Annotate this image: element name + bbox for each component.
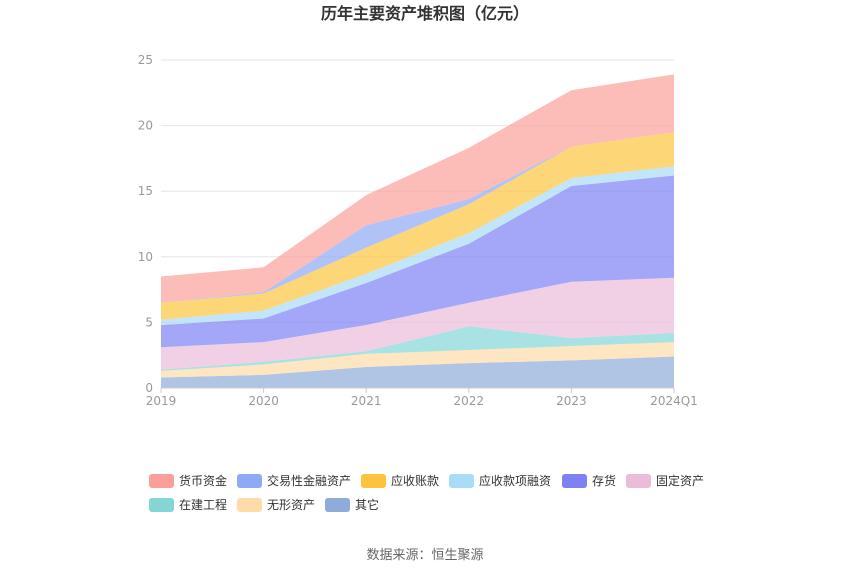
legend-item-在建工程[interactable]: 在建工程: [149, 497, 227, 512]
legend-label: 交易性金融资产: [267, 473, 351, 488]
legend-item-固定资产[interactable]: 固定资产: [626, 473, 704, 488]
legend-label: 在建工程: [179, 497, 227, 512]
legend-label: 无形资产: [267, 498, 315, 512]
y-tick-label: 15: [138, 184, 153, 198]
chart-title: 历年主要资产堆积图（亿元）: [321, 4, 529, 23]
legend-label: 应收款项融资: [479, 473, 551, 488]
y-tick-label: 20: [138, 119, 153, 133]
legend-item-存货[interactable]: 存货: [562, 473, 616, 488]
legend-item-货币资金[interactable]: 货币资金: [149, 473, 227, 488]
legend-swatch: [325, 498, 350, 512]
legend-label: 其它: [355, 497, 379, 512]
legend-label: 货币资金: [179, 473, 227, 488]
area-其它: [161, 356, 674, 388]
legend-swatch: [149, 498, 174, 512]
area-货币资金: [161, 74, 674, 303]
axes: 0 5 10 15 20 25 2019 2020 2021 2022 2023 2024Q1: [138, 53, 698, 408]
y-tick-label: 5: [145, 315, 153, 329]
legend-item-应收款项融资[interactable]: 应收款项融资: [449, 473, 551, 488]
x-tick-label: 2020: [248, 394, 279, 408]
legend-item-其它[interactable]: 其它: [325, 497, 379, 512]
legend-swatch: [237, 474, 262, 488]
x-tick-label: 2021: [351, 394, 382, 408]
legend-swatch: [562, 474, 587, 488]
area-存货: [161, 175, 674, 348]
y-tick-label: 0: [145, 381, 153, 395]
x-tick-label: 2022: [454, 394, 485, 408]
x-tick-label: 2019: [146, 394, 177, 408]
x-tick-label: 2023: [556, 394, 587, 408]
y-tick-label: 25: [138, 53, 153, 67]
legend-label: 应收账款: [391, 473, 439, 488]
legend-item-无形资产[interactable]: 无形资产: [237, 498, 315, 512]
series-areas: [161, 74, 674, 388]
y-tick-label: 10: [138, 250, 153, 264]
legend-swatch: [449, 474, 474, 488]
legend-swatch: [626, 474, 651, 488]
legend-swatch: [361, 474, 386, 488]
area-应收账款: [161, 132, 674, 320]
area-固定资产: [161, 277, 674, 370]
legend-label: 存货: [592, 473, 616, 488]
area-在建工程: [161, 326, 674, 371]
legend-item-应收账款[interactable]: 应收账款: [361, 473, 439, 488]
legend-swatch: [237, 498, 262, 512]
legend-label: 固定资产: [656, 473, 704, 488]
area-交易性金融资产: [161, 132, 674, 303]
area-无形资产: [161, 342, 674, 378]
x-tick-label: 2024Q1: [650, 394, 698, 408]
data-source: 数据来源：恒生聚源: [366, 548, 483, 563]
legend-swatch: [149, 474, 174, 488]
legend-item-交易性金融资产[interactable]: 交易性金融资产: [237, 473, 351, 488]
